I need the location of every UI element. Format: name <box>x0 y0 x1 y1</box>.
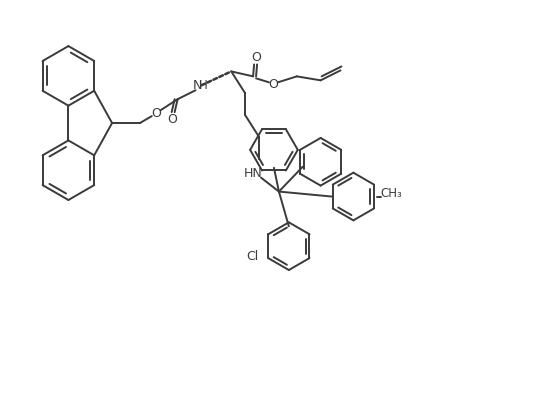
Text: Cl: Cl <box>246 249 258 263</box>
Text: CH₃: CH₃ <box>380 187 402 200</box>
Text: O: O <box>168 113 177 126</box>
Text: O: O <box>151 107 161 119</box>
Text: O: O <box>268 78 278 91</box>
Text: O: O <box>251 51 261 64</box>
Text: H: H <box>199 79 208 92</box>
Text: HN: HN <box>244 167 262 180</box>
Text: N: N <box>193 79 202 92</box>
